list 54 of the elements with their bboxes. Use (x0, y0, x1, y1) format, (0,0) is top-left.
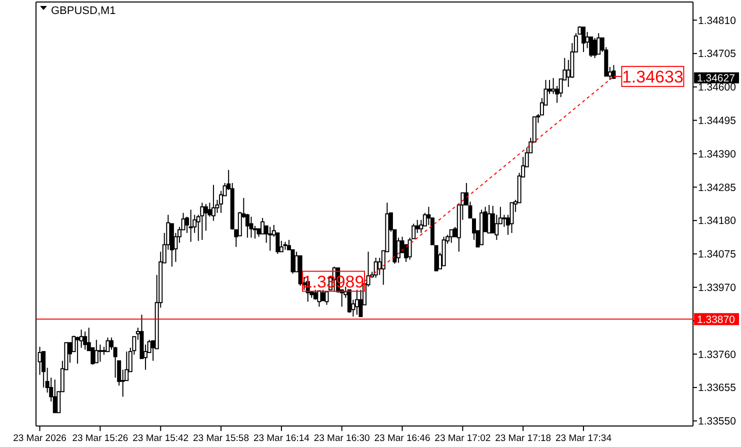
candlestick (324, 291, 329, 306)
y-tick-label: 1.33760 (698, 348, 736, 361)
candlestick (582, 26, 586, 52)
candlestick (290, 249, 295, 274)
x-tick-label: 23 Mar 16:46 (374, 433, 430, 444)
chart-title: GBPUSD,M1 (51, 5, 116, 17)
candlestick (347, 289, 352, 314)
y-tick-label: 1.34600 (698, 82, 736, 94)
candlestick (589, 36, 594, 58)
candlestick (592, 37, 597, 58)
candlestick (449, 229, 454, 244)
y-tick-label: 1.34180 (698, 215, 736, 228)
candlestick (106, 337, 110, 352)
y-tick-label: 1.33970 (698, 282, 736, 294)
candlestick (494, 214, 499, 240)
y-tick-label: 1.34285 (698, 182, 736, 194)
y-tick-label: 1.34075 (698, 248, 736, 261)
ref-line-label: 1.33870 (697, 314, 736, 326)
x-tick-label: 23 Mar 15:26 (72, 433, 128, 444)
candlestick (268, 226, 272, 252)
x-tick-label: 23 Mar 2026 (13, 433, 66, 444)
candlestick (502, 214, 506, 228)
y-tick-label: 1.33550 (698, 416, 736, 428)
candlestick (317, 290, 322, 308)
annotation: 1.34633 (622, 68, 684, 87)
x-tick-label: 23 Mar 17:18 (495, 433, 552, 444)
candlestick (320, 289, 325, 302)
candlestick (510, 202, 514, 234)
x-tick-label: 23 Mar 17:34 (556, 433, 612, 444)
candlestick (94, 339, 98, 364)
x-tick-label: 23 Mar 16:14 (253, 433, 310, 444)
x-tick-label: 23 Mar 15:42 (132, 433, 189, 444)
candlestick (211, 184, 216, 222)
y-tick-label: 1.34810 (698, 14, 736, 27)
candlestick (354, 289, 359, 316)
candlestick (98, 344, 102, 362)
y-tick-label: 1.34495 (698, 115, 736, 127)
candlestick (612, 64, 616, 80)
x-tick-label: 23 Mar 16:30 (314, 433, 370, 444)
candlestick (551, 78, 556, 94)
candlestick (83, 331, 88, 350)
candlestick (204, 203, 208, 232)
x-tick-label: 23 Mar 15:58 (193, 433, 250, 444)
y-tick-label: 1.33655 (698, 382, 736, 394)
candlestick (42, 351, 46, 388)
candlestick (249, 216, 254, 238)
candlestick (200, 202, 204, 240)
candlestick (260, 217, 265, 234)
candlestick (487, 204, 492, 234)
y-tick-label: 1.34390 (698, 148, 736, 160)
y-tick-label: 1.34705 (698, 48, 736, 60)
candlestick (76, 336, 80, 364)
x-tick-label: 23 Mar 17:02 (434, 433, 491, 444)
candlestick (596, 32, 601, 55)
